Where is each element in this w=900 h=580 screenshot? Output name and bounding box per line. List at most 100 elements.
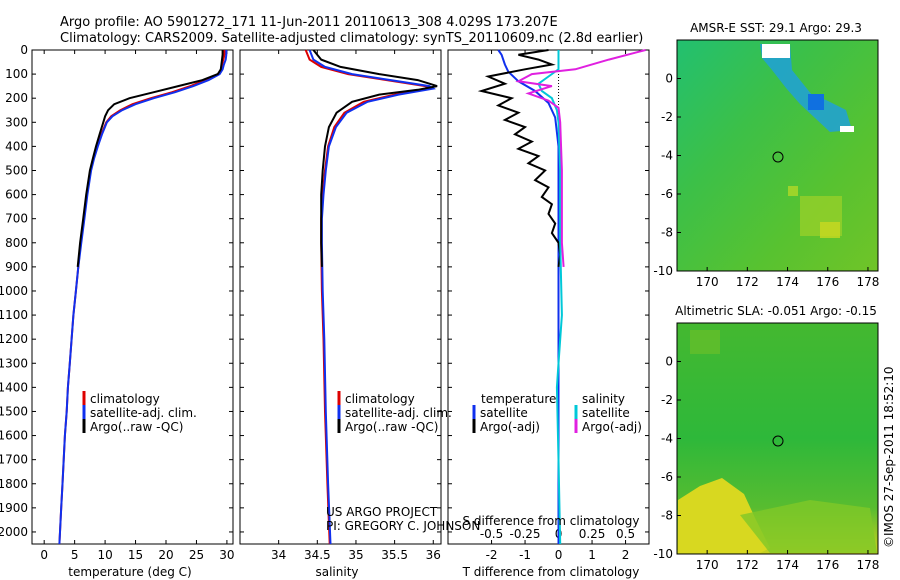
salinity-xlabel: salinity <box>315 565 358 579</box>
depth-tick-label: 200 <box>5 91 28 105</box>
x-tick-label: 36 <box>426 548 441 562</box>
legend-label: satellite <box>480 406 528 420</box>
map-x-tick-label: 174 <box>776 275 799 289</box>
depth-tick-label: 1100 <box>0 308 28 322</box>
map-y-tick-label: -4 <box>661 432 673 446</box>
legend-label: climatology <box>90 392 160 406</box>
legend-title-salinity: salinity <box>582 392 625 406</box>
map-x-tick-label: 176 <box>816 275 839 289</box>
map-y-tick-label: -10 <box>653 547 673 561</box>
argo-location-marker-sst <box>772 151 784 163</box>
series-line <box>58 50 228 545</box>
depth-tick-label: 1900 <box>0 501 28 515</box>
x-tick-label: 10 <box>97 548 112 562</box>
difference-xlabel: T difference from climatology <box>462 565 640 579</box>
credit-label: ©IMOS 27-Sep-2011 18:52:10 <box>882 366 896 548</box>
depth-tick-label: 500 <box>5 163 28 177</box>
pi-label: PI: GREGORY C. JOHNSON <box>326 519 480 533</box>
depth-tick-label: 1000 <box>0 284 28 298</box>
depth-tick-label: 1200 <box>0 332 28 346</box>
x-tick-label: 35.5 <box>381 548 408 562</box>
map-x-tick-label: 170 <box>696 558 719 572</box>
x-tick-label: 20 <box>158 548 173 562</box>
depth-tick-label: 700 <box>5 212 28 226</box>
sst-features <box>760 44 854 238</box>
x-tick-label: 34.5 <box>304 548 331 562</box>
x-tick-label: 25 <box>189 548 204 562</box>
temperature-legend: climatology satellite-adj. clim. Argo(..… <box>82 391 197 434</box>
project-label: US ARGO PROJECT <box>326 505 438 519</box>
map-y-tick-label: -6 <box>661 187 673 201</box>
map-x-tick-label: 174 <box>776 558 799 572</box>
x-tick-label: 34 <box>271 548 286 562</box>
depth-tick-label: 2000 <box>0 525 28 539</box>
temperature-xlabel: temperature (deg C) <box>68 565 191 579</box>
x-tick-label: 30 <box>219 548 234 562</box>
map-x-tick-label: 170 <box>696 275 719 289</box>
sst-map-title: AMSR-E SST: 29.1 Argo: 29.3 <box>690 21 862 35</box>
x-tick-label: 1 <box>588 548 596 562</box>
depth-tick-label: 1500 <box>0 404 28 418</box>
series-line <box>308 49 437 545</box>
depth-tick-label: 1700 <box>0 453 28 467</box>
series-line <box>537 50 563 545</box>
map-y-tick-label: 0 <box>665 355 673 369</box>
difference-legend: temperature salinity satellite Argo(-adj… <box>472 392 642 434</box>
s-tick-label: -0.5 <box>480 527 503 541</box>
legend-label: satellite-adj. clim. <box>90 406 197 420</box>
legend-label: Argo(-adj) <box>480 420 540 434</box>
s-tick-label: 0.25 <box>579 527 606 541</box>
depth-tick-label: 1800 <box>0 477 28 491</box>
series-line <box>515 49 646 267</box>
map-y-tick-label: -2 <box>661 110 673 124</box>
x-tick-label: -2 <box>486 548 498 562</box>
map-y-tick-label: -4 <box>661 149 673 163</box>
map-y-tick-label: -6 <box>661 470 673 484</box>
temperature-panel <box>31 49 234 545</box>
series-line <box>497 49 560 544</box>
salinity-panel <box>239 49 442 545</box>
depth-tick-label: 1300 <box>0 356 28 370</box>
depth-tick-label: 900 <box>5 260 28 274</box>
map-x-tick-label: 178 <box>856 558 879 572</box>
map-y-tick-label: -10 <box>653 264 673 278</box>
legend-title-temperature: temperature <box>481 392 556 406</box>
series-line <box>312 49 438 267</box>
legend-label: Argo(..raw -QC) <box>90 420 183 434</box>
series-line <box>477 49 562 268</box>
argo-location-marker-sla <box>772 435 784 447</box>
x-tick-label: 15 <box>128 548 143 562</box>
depth-tick-label: 400 <box>5 139 28 153</box>
map-x-tick-label: 178 <box>856 275 879 289</box>
s-tick-label: -0.25 <box>510 527 541 541</box>
depth-tick-label: 800 <box>5 236 28 250</box>
depth-tick-label: 600 <box>5 188 28 202</box>
x-tick-label: 0 <box>40 548 48 562</box>
map-x-tick-label: 172 <box>736 558 759 572</box>
legend-label: Argo(..raw -QC) <box>345 420 438 434</box>
x-tick-label: 0 <box>555 548 563 562</box>
sst-map <box>676 39 879 272</box>
difference-panel <box>447 49 650 545</box>
s-tick-label: 0.5 <box>616 527 635 541</box>
map-y-tick-label: -8 <box>661 509 673 523</box>
map-y-tick-label: 0 <box>665 72 673 86</box>
map-x-tick-label: 176 <box>816 558 839 572</box>
legend-label: satellite-adj. clim. <box>345 406 452 420</box>
x-tick-label: 35 <box>348 548 363 562</box>
x-tick-label: -1 <box>519 548 531 562</box>
header-line1: Argo profile: AO 5901272_171 11-Jun-2011… <box>60 15 558 30</box>
legend-label: climatology <box>345 392 415 406</box>
x-tick-label: 5 <box>71 548 79 562</box>
legend-label: Argo(-adj) <box>582 420 642 434</box>
depth-tick-label: 0 <box>20 43 28 57</box>
depth-tick-label: 1600 <box>0 429 28 443</box>
legend-label: satellite <box>582 406 630 420</box>
salinity-legend: climatology satellite-adj. clim. Argo(..… <box>337 391 452 434</box>
sla-map-title: Altimetric SLA: -0.051 Argo: -0.15 <box>675 304 877 318</box>
header-line2: Climatology: CARS2009. Satellite-adjuste… <box>60 31 643 46</box>
series-line <box>76 50 224 267</box>
x-tick-label: 2 <box>622 548 630 562</box>
map-y-tick-label: -8 <box>661 226 673 240</box>
